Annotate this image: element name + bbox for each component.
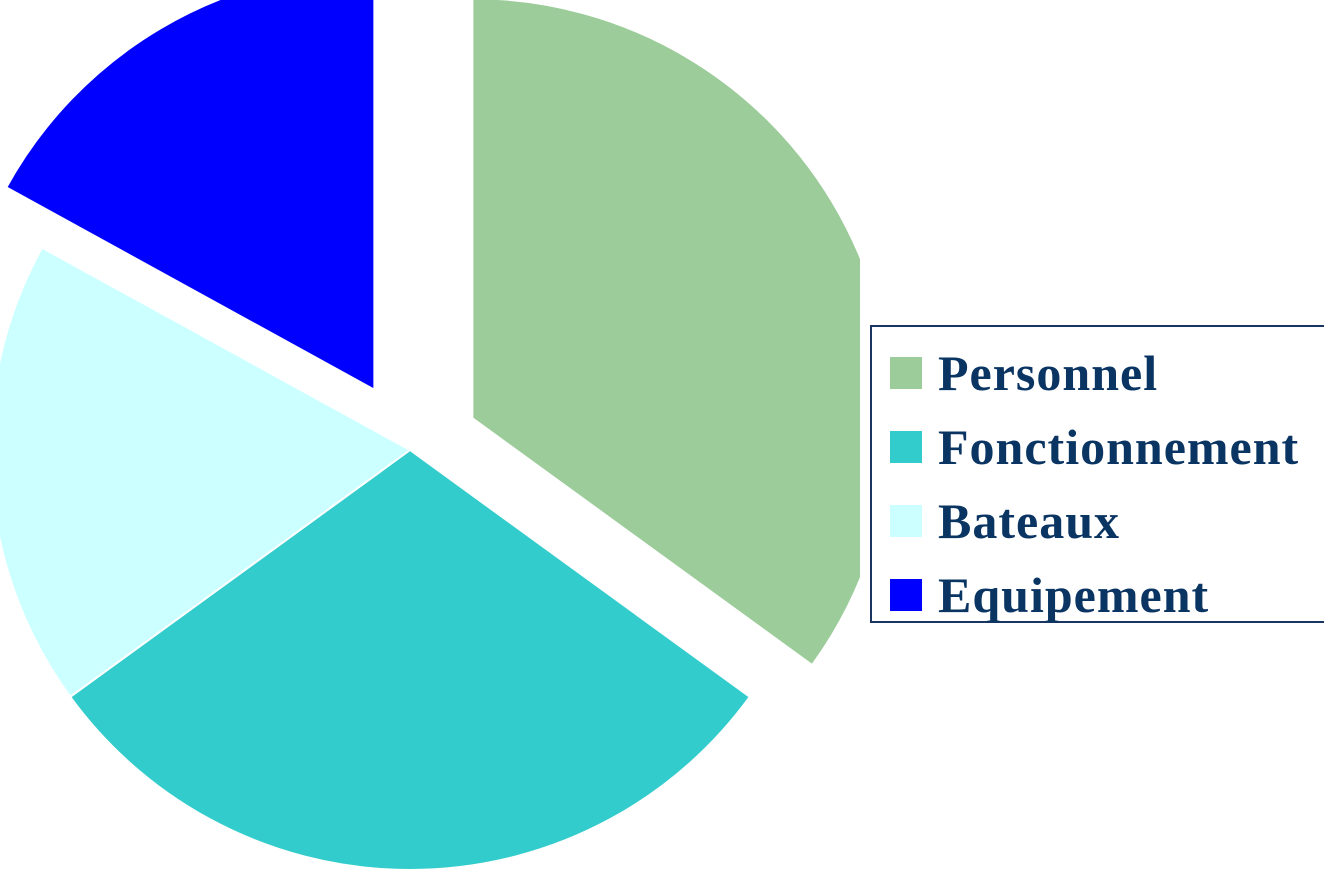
pie-slice-bateaux bbox=[0, 246, 412, 699]
pie-slice-equipement bbox=[4, 0, 376, 392]
legend-label-personnel: Personnel bbox=[938, 345, 1159, 401]
legend-item-fonctionnement: Fonctionnement bbox=[890, 417, 1299, 477]
legend-swatch-personnel bbox=[890, 357, 922, 389]
legend-item-bateaux: Bateaux bbox=[890, 491, 1120, 551]
pie-chart bbox=[0, 0, 860, 871]
legend-label-bateaux: Bateaux bbox=[938, 493, 1120, 549]
legend-item-equipement: Equipement bbox=[890, 565, 1209, 625]
legend-swatch-fonctionnement bbox=[890, 431, 922, 463]
legend-swatch-equipement bbox=[890, 579, 922, 611]
legend-label-fonctionnement: Fonctionnement bbox=[938, 419, 1300, 475]
chart-legend: Personnel Fonctionnement Bateaux Equipem… bbox=[870, 325, 1324, 623]
legend-label-equipement: Equipement bbox=[938, 567, 1210, 623]
legend-item-personnel: Personnel bbox=[890, 343, 1158, 403]
legend-swatch-bateaux bbox=[890, 505, 922, 537]
pie-slice-fonctionnement bbox=[68, 448, 752, 871]
pie-slice-personnel bbox=[471, 0, 860, 667]
